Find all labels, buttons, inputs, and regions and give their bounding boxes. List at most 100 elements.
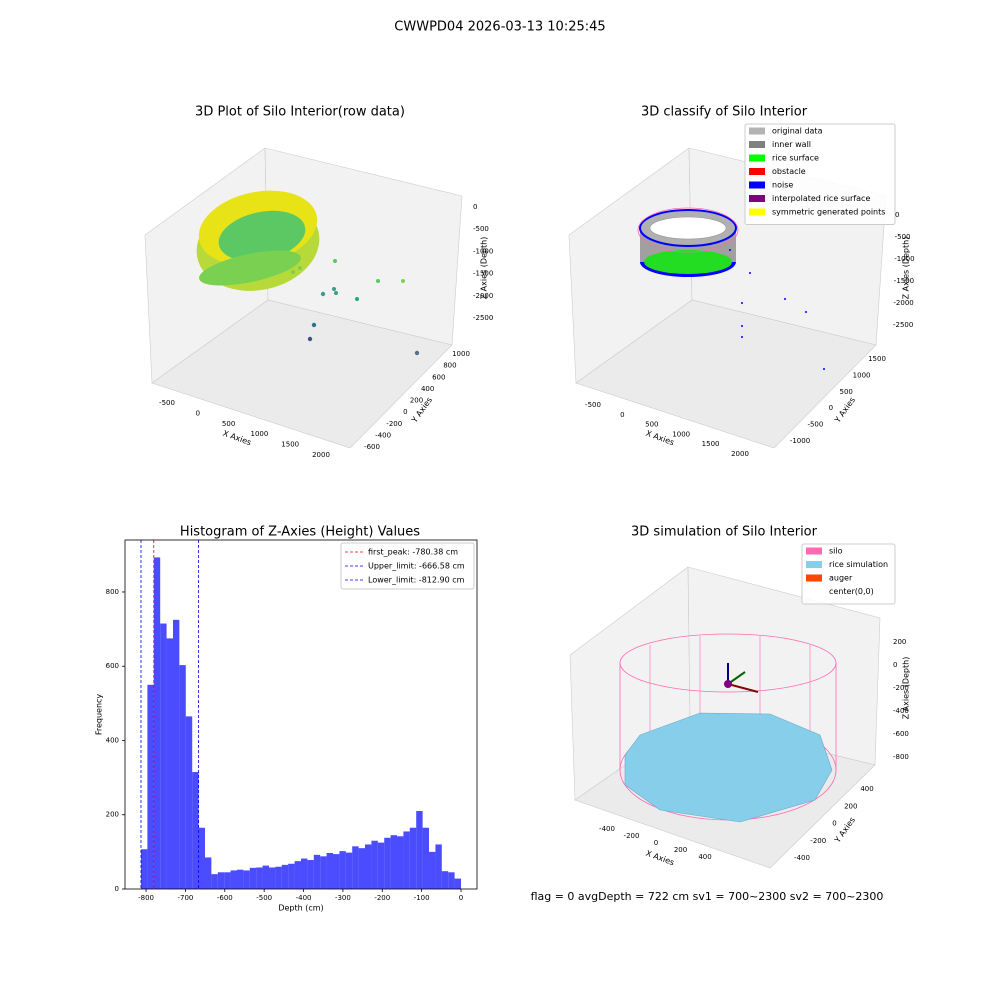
legend-label: auger (829, 574, 853, 583)
bar (204, 857, 212, 889)
bar (403, 831, 410, 889)
x-tick-label: -300 (335, 894, 351, 902)
y-tick-label: 1500 (868, 355, 886, 363)
y-tick-label: 1000 (452, 350, 470, 358)
legend-label: center(0,0) (829, 587, 874, 596)
bar (441, 871, 449, 889)
x-tick-label: -500 (159, 399, 175, 407)
bar (275, 866, 282, 889)
bar (294, 861, 301, 889)
bar (243, 870, 250, 889)
z-tick-label: -2000 (473, 292, 493, 300)
bar (256, 867, 263, 889)
x-tick-label: 1000 (672, 430, 690, 438)
y-tick-label: 0 (832, 820, 836, 828)
z-tick-label: -1500 (894, 277, 914, 285)
bar (320, 856, 327, 889)
bar (198, 827, 205, 889)
legend-label: noise (772, 181, 793, 190)
z-tick-label: -200 (893, 684, 909, 692)
y-tick-label: -200 (810, 837, 826, 845)
z-tick-label: 0 (473, 203, 477, 211)
bar (192, 772, 199, 889)
y-tick-label: 200 (410, 397, 423, 405)
bar (140, 849, 148, 889)
z-tick-label: -1000 (473, 247, 493, 255)
legend-label: rice surface (772, 154, 819, 163)
bar (179, 665, 186, 889)
x-tick-label: 500 (645, 421, 658, 429)
x-tick-label: 0 (654, 839, 658, 847)
bar (230, 870, 238, 889)
legend-label: original data (772, 127, 823, 136)
x-tick-label: -800 (138, 894, 154, 902)
x-axis-label: Depth (cm) (278, 904, 323, 913)
y-tick-label: -500 (807, 421, 823, 429)
legend-label: rice simulation (829, 560, 888, 569)
z-tick-label: -600 (893, 730, 909, 738)
bar (339, 851, 346, 889)
x-tick-label: -600 (217, 894, 233, 902)
z-tick-label: -500 (473, 225, 489, 233)
y-tick-label: -400 (375, 431, 391, 439)
bar (377, 842, 385, 889)
point-cloud (196, 190, 420, 356)
bar (364, 844, 372, 889)
x-tick-label: 1000 (250, 430, 268, 438)
bar (422, 827, 430, 889)
bar (416, 811, 423, 889)
x-tick-label: 1500 (281, 441, 299, 449)
x-tick-label: -400 (296, 894, 312, 902)
legend-swatch (749, 141, 765, 148)
legend-box (340, 542, 475, 590)
z-tick-label: -1000 (894, 255, 914, 263)
bar (429, 851, 436, 889)
y-tick-label: 0 (115, 885, 119, 893)
legend-swatch (749, 168, 765, 175)
y-axis-label: Frequency (95, 694, 104, 736)
y-tick-label: 200 (844, 802, 857, 810)
bar (217, 872, 225, 889)
y-tick-label: 800 (443, 362, 456, 370)
legend-swatch (749, 208, 765, 216)
y-tick-label: -200 (386, 420, 402, 428)
legend-label: inner wall (772, 140, 811, 149)
legend-label: obstacle (772, 167, 806, 176)
x-tick-label: 2000 (731, 450, 749, 458)
legend-label: interpolated rice surface (772, 194, 870, 203)
bar (307, 860, 314, 889)
bar (249, 867, 257, 889)
bar (448, 872, 455, 889)
x-tick-label: 2000 (312, 451, 330, 459)
legend-box (744, 123, 896, 225)
bar (313, 854, 321, 889)
y-tick-label: 600 (432, 373, 445, 381)
z-axis-label: Z Axies (Depth) (480, 237, 489, 300)
x-tick-label: -500 (585, 401, 601, 409)
bar (172, 619, 180, 889)
point-cloud (637, 207, 825, 370)
z-tick-label: -400 (893, 707, 909, 715)
bar (332, 854, 340, 889)
z-tick-label: -800 (893, 753, 909, 761)
bar (166, 638, 173, 889)
x-tick-label: 400 (698, 853, 711, 861)
bar (384, 837, 391, 889)
suptitle: CWWPD04 2026-03-13 10:25:45 (394, 20, 605, 35)
legend-swatch (749, 181, 765, 189)
bar (326, 852, 333, 889)
bar (454, 878, 462, 889)
x-tick-label: -400 (599, 825, 615, 833)
x-tick-label: -200 (624, 832, 640, 840)
bar (390, 835, 398, 889)
y-tick-label: 0 (403, 408, 407, 416)
z-tick-label: -2500 (893, 321, 913, 329)
z-tick-label: 200 (893, 638, 906, 646)
legend-swatch (749, 154, 765, 162)
bar (147, 684, 154, 889)
x-tick-label: -200 (374, 894, 390, 902)
z-tick-label: 0 (895, 211, 899, 219)
chart-title: 3D simulation of Silo Interior (631, 525, 818, 540)
bar (185, 716, 193, 889)
